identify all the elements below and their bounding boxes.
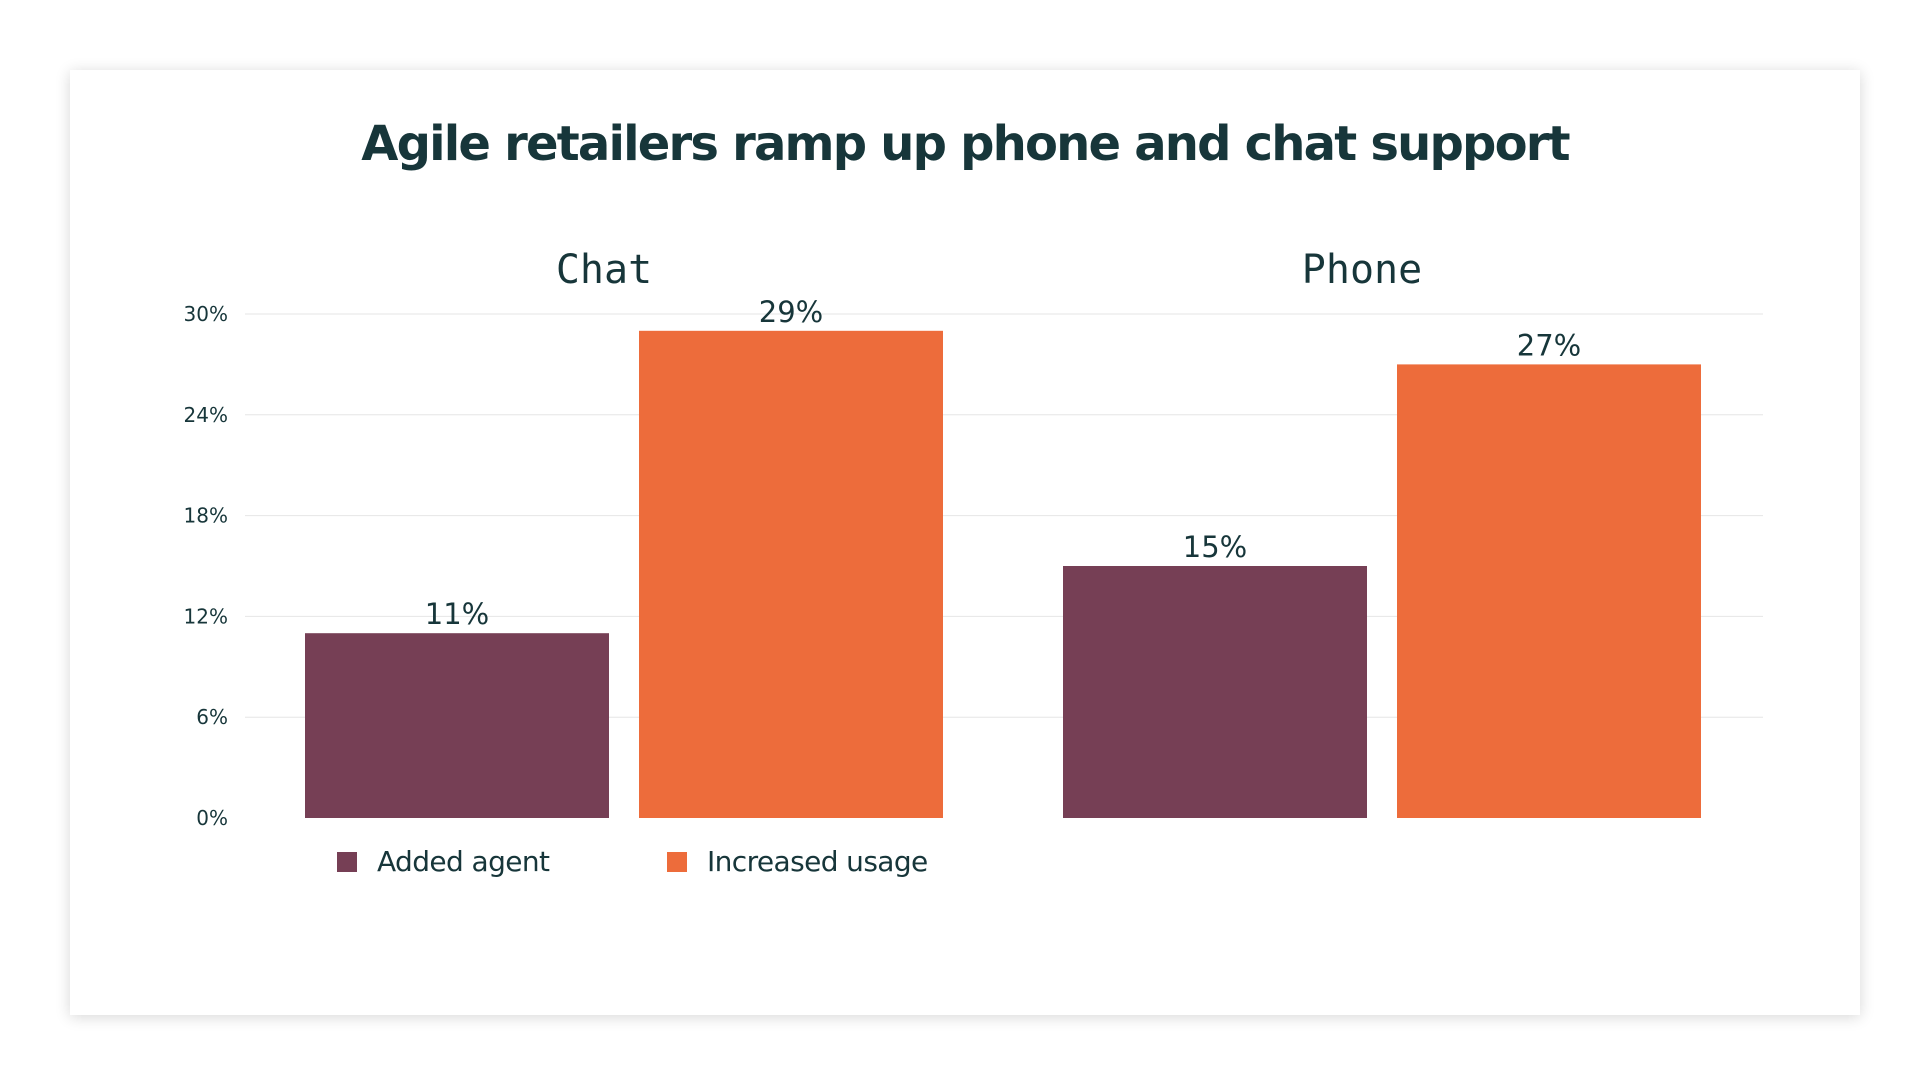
y-axis: 0% 6% 12% 18% 24% 30% (184, 302, 228, 830)
bar-phone-added-agent (1063, 566, 1367, 818)
panel-title: Phone (1302, 247, 1422, 293)
data-label: 11% (425, 597, 489, 631)
y-tick-label: 30% (184, 302, 228, 326)
panel-title: Chat (556, 247, 652, 293)
legend-swatch (337, 852, 357, 872)
legend-label: Increased usage (707, 845, 928, 878)
y-tick-label: 6% (196, 705, 228, 729)
y-tick-label: 18% (184, 504, 228, 528)
y-tick-label: 12% (184, 604, 228, 628)
legend: Added agent Increased usage (337, 845, 928, 878)
chart-title: Agile retailers ramp up phone and chat s… (361, 116, 1569, 172)
bar-chat-increased-usage (639, 330, 943, 818)
data-label: 27% (1517, 328, 1581, 362)
legend-item: Increased usage (667, 845, 928, 878)
panel-chat: Chat 11% 29% (305, 247, 943, 818)
chart-panels: Chat 11% 29% Phone 15% 27% (305, 247, 1701, 818)
legend-item: Added agent (337, 845, 551, 878)
data-label: 29% (759, 295, 823, 329)
legend-label: Added agent (377, 845, 550, 878)
legend-swatch (667, 852, 687, 872)
bar-chat-added-agent (305, 633, 609, 818)
y-tick-label: 24% (184, 403, 228, 427)
data-label: 15% (1183, 530, 1247, 564)
panel-phone: Phone 15% 27% (1063, 247, 1701, 818)
bar-phone-increased-usage (1397, 364, 1701, 818)
y-tick-label: 0% (196, 806, 228, 830)
